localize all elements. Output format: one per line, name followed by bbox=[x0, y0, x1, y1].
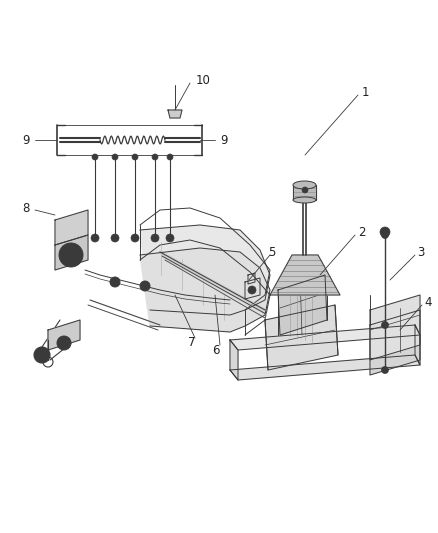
Polygon shape bbox=[230, 355, 420, 380]
Circle shape bbox=[167, 154, 173, 160]
Circle shape bbox=[61, 340, 67, 346]
Ellipse shape bbox=[293, 197, 316, 203]
Polygon shape bbox=[245, 278, 260, 299]
Polygon shape bbox=[415, 325, 420, 365]
Circle shape bbox=[91, 234, 99, 242]
Text: 9: 9 bbox=[22, 133, 30, 147]
Circle shape bbox=[248, 286, 256, 294]
Circle shape bbox=[381, 321, 389, 328]
Polygon shape bbox=[270, 255, 340, 295]
Circle shape bbox=[166, 234, 174, 242]
Circle shape bbox=[59, 243, 83, 267]
Polygon shape bbox=[248, 273, 255, 284]
Polygon shape bbox=[168, 110, 182, 118]
Text: 10: 10 bbox=[196, 75, 211, 87]
Text: 8: 8 bbox=[23, 201, 30, 214]
Polygon shape bbox=[370, 295, 420, 360]
Polygon shape bbox=[293, 185, 316, 200]
Circle shape bbox=[113, 280, 117, 284]
Polygon shape bbox=[278, 275, 327, 335]
Ellipse shape bbox=[293, 181, 316, 189]
Polygon shape bbox=[140, 248, 270, 332]
Circle shape bbox=[151, 234, 159, 242]
Circle shape bbox=[143, 284, 147, 288]
Polygon shape bbox=[55, 210, 88, 245]
Polygon shape bbox=[140, 225, 270, 315]
Polygon shape bbox=[230, 340, 238, 380]
Circle shape bbox=[131, 234, 139, 242]
Text: 5: 5 bbox=[268, 246, 276, 259]
Text: 1: 1 bbox=[361, 86, 369, 100]
Circle shape bbox=[381, 367, 389, 374]
Polygon shape bbox=[265, 305, 338, 370]
Circle shape bbox=[111, 234, 119, 242]
Circle shape bbox=[132, 154, 138, 160]
Circle shape bbox=[381, 231, 389, 238]
Text: 3: 3 bbox=[417, 246, 425, 260]
Circle shape bbox=[302, 187, 308, 193]
Polygon shape bbox=[230, 325, 420, 350]
Polygon shape bbox=[48, 320, 80, 350]
Text: 6: 6 bbox=[212, 343, 220, 357]
Circle shape bbox=[57, 336, 71, 350]
Text: 9: 9 bbox=[220, 133, 227, 147]
Text: 2: 2 bbox=[358, 227, 366, 239]
Circle shape bbox=[112, 154, 118, 160]
Circle shape bbox=[380, 227, 390, 237]
Circle shape bbox=[152, 154, 158, 160]
Polygon shape bbox=[55, 235, 88, 270]
Circle shape bbox=[34, 347, 50, 363]
Text: 4: 4 bbox=[424, 296, 432, 310]
Circle shape bbox=[110, 277, 120, 287]
Circle shape bbox=[92, 154, 98, 160]
Circle shape bbox=[39, 352, 45, 358]
Polygon shape bbox=[370, 310, 420, 375]
Circle shape bbox=[66, 250, 76, 260]
Text: 7: 7 bbox=[188, 336, 196, 350]
Circle shape bbox=[140, 281, 150, 291]
